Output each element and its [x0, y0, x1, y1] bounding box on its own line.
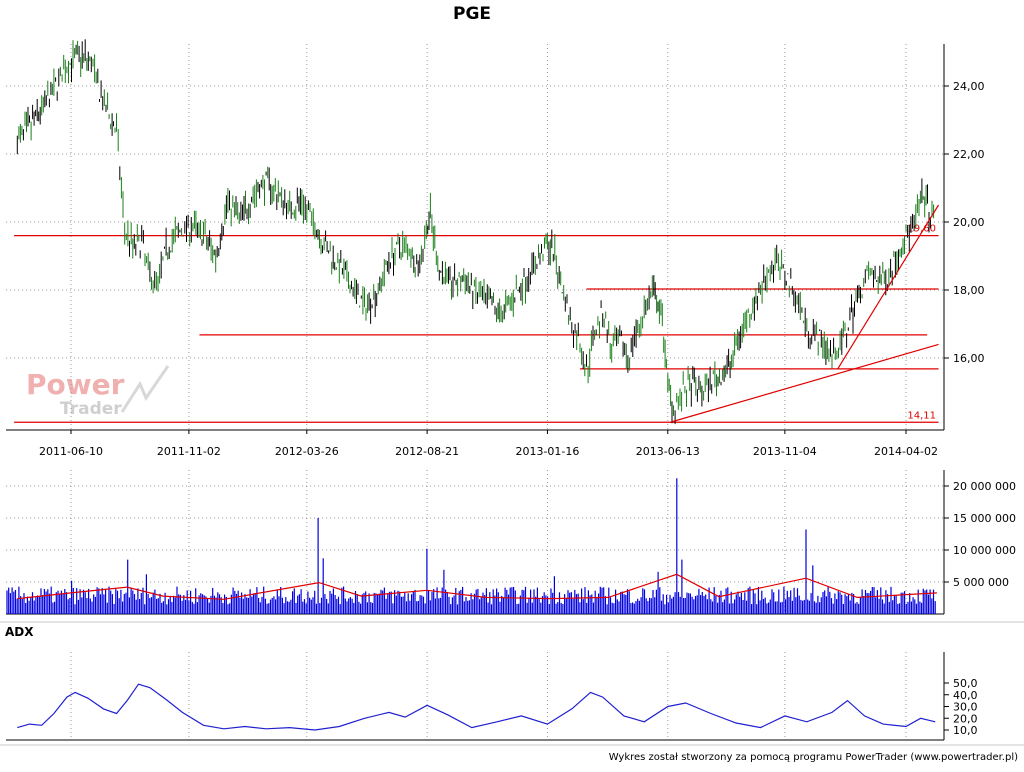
adx-y-axis: 10,020,030,040,050,0 [944, 677, 978, 737]
volume-ma-line [17, 573, 937, 600]
grid-layer [6, 44, 944, 740]
price-panel: 19,60 14,11 [6, 39, 945, 431]
price-tick-label: 24,00 [953, 80, 985, 93]
trend-line [670, 343, 939, 423]
adx-line [17, 683, 936, 731]
level-label: 19,60 [907, 224, 936, 235]
adx-panel-label: ADX [5, 625, 34, 639]
date-tick-label: 2012-03-26 [275, 445, 339, 458]
price-tick-label: 20,00 [953, 216, 985, 229]
date-tick-label: 2011-06-10 [39, 445, 103, 458]
price-tick-label: 16,00 [953, 352, 985, 365]
date-tick-label: 2011-11-02 [157, 445, 221, 458]
volume-tick-label: 15 000 000 [953, 512, 1016, 525]
adx-tick-label: 20,0 [953, 712, 978, 725]
price-series [16, 39, 935, 425]
footer-credit: Wykres został stworzony za pomocą progra… [609, 752, 1018, 763]
volume-tick-label: 5 000 000 [953, 576, 1009, 589]
date-tick-label: 2013-06-13 [636, 445, 700, 458]
price-y-axis: 16,00 18,00 20,00 22,00 24,00 [944, 80, 985, 365]
volume-panel [6, 470, 945, 615]
date-tick-label: 2013-01-16 [515, 445, 579, 458]
level-label: 14,11 [907, 410, 936, 421]
date-axis: 2011-06-10 2011-11-02 2012-03-26 2012-08-21… [39, 430, 938, 458]
adx-tick-label: 30,0 [953, 701, 978, 714]
watermark-trader: Trader [60, 399, 122, 419]
powertrader-watermark: Power Trader [26, 365, 170, 419]
trend-line [837, 204, 940, 370]
adx-tick-label: 10,0 [953, 724, 978, 737]
adx-tick-label: 50,0 [953, 677, 978, 690]
watermark-power: Power [26, 368, 125, 401]
chart-title: PGE [453, 4, 491, 24]
volume-tick-label: 20 000 000 [953, 480, 1016, 493]
adx-tick-label: 40,0 [953, 689, 978, 702]
adx-panel [6, 652, 945, 741]
price-tick-label: 18,00 [953, 284, 985, 297]
volume-y-axis: 5 000 000 10 000 000 15 000 000 20 000 000 [944, 480, 1016, 589]
price-tick-label: 22,00 [953, 148, 985, 161]
date-tick-label: 2014-04-02 [874, 445, 938, 458]
watermark-swoosh [120, 365, 170, 413]
date-tick-label: 2012-08-21 [395, 445, 459, 458]
date-tick-label: 2013-11-04 [753, 445, 817, 458]
volume-tick-label: 10 000 000 [953, 544, 1016, 557]
